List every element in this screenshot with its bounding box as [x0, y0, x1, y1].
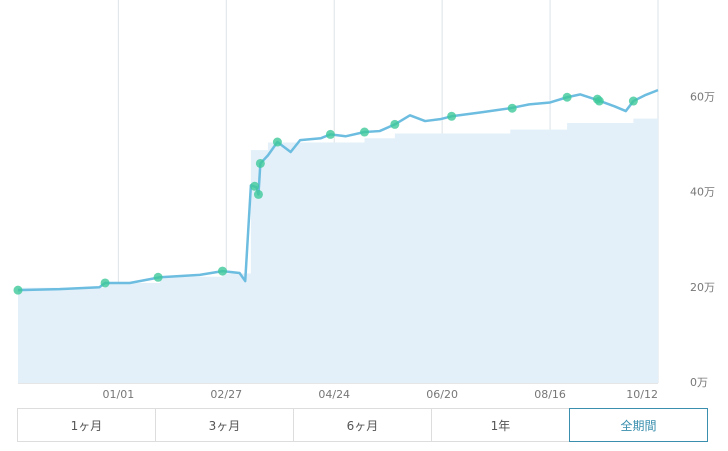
event-marker: [325, 129, 335, 139]
event-marker: [253, 189, 263, 199]
event-marker: [153, 272, 163, 282]
y-tick-label: 40万: [690, 186, 715, 199]
period-button[interactable]: 3ヶ月: [155, 408, 294, 442]
x-tick-label: 10/12: [626, 388, 658, 401]
period-buttons: 1ヶ月 3ヶ月 6ヶ月 1年 全期間: [17, 408, 708, 442]
event-marker: [447, 111, 457, 121]
period-button[interactable]: 全期間: [569, 408, 708, 442]
period-button[interactable]: 1年: [431, 408, 570, 442]
x-tick-label: 02/27: [210, 388, 242, 401]
period-button[interactable]: 1ヶ月: [17, 408, 156, 442]
event-marker: [13, 285, 23, 295]
y-tick-label: 0万: [690, 376, 708, 389]
event-marker: [272, 137, 282, 147]
x-tick-label: 08/16: [534, 388, 566, 401]
x-tick-label: 04/24: [318, 388, 350, 401]
y-tick-label: 20万: [690, 281, 715, 294]
event-marker: [594, 96, 604, 106]
event-marker: [628, 96, 638, 106]
event-marker: [250, 181, 260, 191]
event-marker: [507, 103, 517, 113]
event-marker: [562, 92, 572, 102]
event-marker: [100, 278, 110, 288]
period-button[interactable]: 6ヶ月: [293, 408, 432, 442]
event-marker: [255, 158, 265, 168]
chart: 01/01 02/27 04/24 06/20 08/16 10/12 0万 20万 40万 60…: [13, 0, 715, 401]
y-tick-label: 60万: [690, 90, 715, 103]
event-marker: [217, 266, 227, 276]
x-tick-label: 06/20: [426, 388, 458, 401]
x-tick-label: 01/01: [103, 388, 135, 401]
event-marker: [360, 127, 370, 137]
event-marker: [390, 119, 400, 129]
value-line: [17, 88, 659, 292]
invested-area: [18, 118, 658, 384]
